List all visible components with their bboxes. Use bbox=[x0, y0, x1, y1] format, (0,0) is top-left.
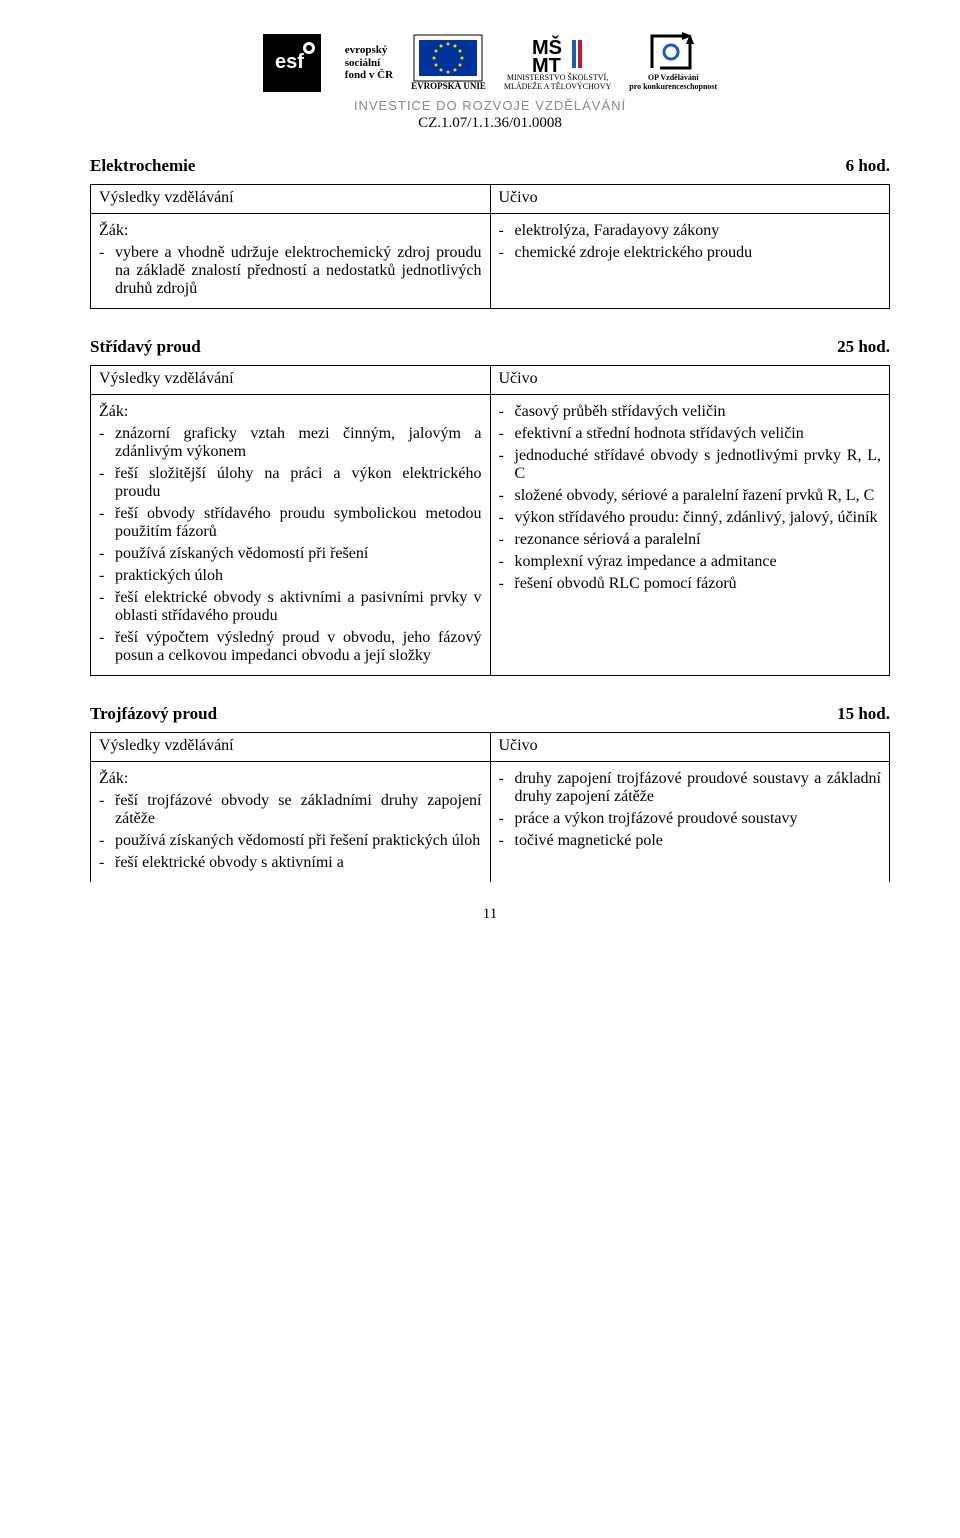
esf-icon: esf bbox=[263, 34, 341, 92]
esf-logo: esf evropský sociální fond v ČR bbox=[263, 34, 393, 92]
list-item: používá získaných vědomostí při řešení bbox=[115, 545, 482, 563]
msmt-line2: MLÁDEŽE A TĚLOVÝCHOVY bbox=[504, 83, 611, 92]
s3-left-list: řeší trojfázové obvody se základními dru… bbox=[99, 792, 482, 872]
s1-right-cell: elektrolýza, Faradayovy zákony chemické … bbox=[490, 213, 890, 308]
invest-line: INVESTICE DO ROZVOJE VZDĚLÁVÁNÍ bbox=[90, 98, 890, 113]
esf-line1: evropský bbox=[345, 44, 393, 56]
list-item: praktických úloh bbox=[115, 567, 482, 585]
s2-zak: Žák: bbox=[99, 403, 482, 421]
list-item: elektrolýza, Faradayovy zákony bbox=[515, 222, 882, 240]
svg-text:MT: MT bbox=[532, 55, 561, 74]
s2-right-header: Učivo bbox=[490, 365, 890, 394]
list-item: chemické zdroje elektrického proudu bbox=[515, 244, 882, 262]
opvk-icon bbox=[646, 30, 700, 74]
section3-title: Trojfázový proud bbox=[90, 704, 217, 724]
list-item: komplexní výraz impedance a admitance bbox=[515, 553, 882, 571]
list-item: točivé magnetické pole bbox=[515, 832, 882, 850]
s1-left-header: Výsledky vzdělávání bbox=[91, 184, 491, 213]
list-item: řeší obvody střídavého proudu symbolicko… bbox=[115, 505, 482, 541]
section2-table: Výsledky vzdělávání Učivo Žák: znázorní … bbox=[90, 365, 890, 676]
msmt-icon: MŠ MT bbox=[530, 34, 586, 74]
section2-title-row: Střídavý proud 25 hod. bbox=[90, 337, 890, 357]
eu-flag-icon bbox=[413, 34, 483, 82]
list-item: druhy zapojení trojfázové proudové soust… bbox=[515, 770, 882, 806]
opvk-logo: OP Vzdělávání pro konkurenceschopnost bbox=[629, 30, 717, 92]
esf-line2: sociální bbox=[345, 57, 393, 69]
list-item: řešení obvodů RLC pomocí fázorů bbox=[515, 575, 882, 593]
section1-title: Elektrochemie bbox=[90, 156, 195, 176]
section2-title: Střídavý proud bbox=[90, 337, 201, 357]
eu-caption: EVROPSKÁ UNIE bbox=[411, 82, 486, 92]
list-item: znázorní graficky vztah mezi činným, jal… bbox=[115, 425, 482, 461]
s1-right-list: elektrolýza, Faradayovy zákony chemické … bbox=[499, 222, 882, 262]
list-item: řeší elektrické obvody s aktivními a bbox=[115, 854, 482, 872]
list-item: výkon střídavého proudu: činný, zdánlivý… bbox=[515, 509, 882, 527]
list-item: složené obvody, sériové a paralelní řaze… bbox=[515, 487, 882, 505]
list-item: časový průběh střídavých veličin bbox=[515, 403, 882, 421]
s3-zak: Žák: bbox=[99, 770, 482, 788]
list-item: řeší elektrické obvody s aktivními a pas… bbox=[115, 589, 482, 625]
section1-hours: 6 hod. bbox=[846, 156, 890, 176]
svg-text:esf: esf bbox=[275, 51, 304, 73]
section3-title-row: Trojfázový proud 15 hod. bbox=[90, 704, 890, 724]
s2-right-cell: časový průběh střídavých veličin efektiv… bbox=[490, 394, 890, 675]
list-item: rezonance sériová a paralelní bbox=[515, 531, 882, 549]
list-item: práce a výkon trojfázové proudové sousta… bbox=[515, 810, 882, 828]
eu-flag-logo: EVROPSKÁ UNIE bbox=[411, 34, 486, 92]
section2-hours: 25 hod. bbox=[837, 337, 890, 357]
s3-left-cell: Žák: řeší trojfázové obvody se základním… bbox=[91, 761, 491, 882]
s1-left-list: vybere a vhodně udržuje elektrochemický … bbox=[99, 244, 482, 298]
list-item: jednoduché střídavé obvody s jednotlivým… bbox=[515, 447, 882, 483]
esf-line3: fond v ČR bbox=[345, 69, 393, 81]
opvk-line2: pro konkurenceschopnost bbox=[629, 83, 717, 92]
list-item: používá získaných vědomostí při řešení p… bbox=[115, 832, 482, 850]
logo-row: esf evropský sociální fond v ČR bbox=[90, 30, 890, 92]
section1-table: Výsledky vzdělávání Učivo Žák: vybere a … bbox=[90, 184, 890, 309]
section3-table: Výsledky vzdělávání Učivo Žák: řeší troj… bbox=[90, 732, 890, 882]
list-item: řeší trojfázové obvody se základními dru… bbox=[115, 792, 482, 828]
list-item: řeší složitější úlohy na práci a výkon e… bbox=[115, 465, 482, 501]
s2-left-list: znázorní graficky vztah mezi činným, jal… bbox=[99, 425, 482, 665]
msmt-logo: MŠ MT MINISTERSTVO ŠKOLSTVÍ, MLÁDEŽE A T… bbox=[504, 34, 611, 92]
s2-right-list: časový průběh střídavých veličin efektiv… bbox=[499, 403, 882, 593]
list-item: efektivní a střední hodnota střídavých v… bbox=[515, 425, 882, 443]
project-code: CZ.1.07/1.1.36/01.0008 bbox=[90, 115, 890, 132]
s1-left-cell: Žák: vybere a vhodně udržuje elektrochem… bbox=[91, 213, 491, 308]
s2-left-header: Výsledky vzdělávání bbox=[91, 365, 491, 394]
s2-left-cell: Žák: znázorní graficky vztah mezi činným… bbox=[91, 394, 491, 675]
s1-zak: Žák: bbox=[99, 222, 482, 240]
page: esf evropský sociální fond v ČR bbox=[0, 0, 960, 953]
s1-right-header: Učivo bbox=[490, 184, 890, 213]
s3-right-cell: druhy zapojení trojfázové proudové soust… bbox=[490, 761, 890, 882]
s3-right-header: Učivo bbox=[490, 732, 890, 761]
section1-title-row: Elektrochemie 6 hod. bbox=[90, 156, 890, 176]
section3-hours: 15 hod. bbox=[837, 704, 890, 724]
s3-left-header: Výsledky vzdělávání bbox=[91, 732, 491, 761]
list-item: řeší výpočtem výsledný proud v obvodu, j… bbox=[115, 629, 482, 665]
list-item: vybere a vhodně udržuje elektrochemický … bbox=[115, 244, 482, 298]
s3-right-list: druhy zapojení trojfázové proudové soust… bbox=[499, 770, 882, 850]
page-number: 11 bbox=[90, 906, 890, 923]
